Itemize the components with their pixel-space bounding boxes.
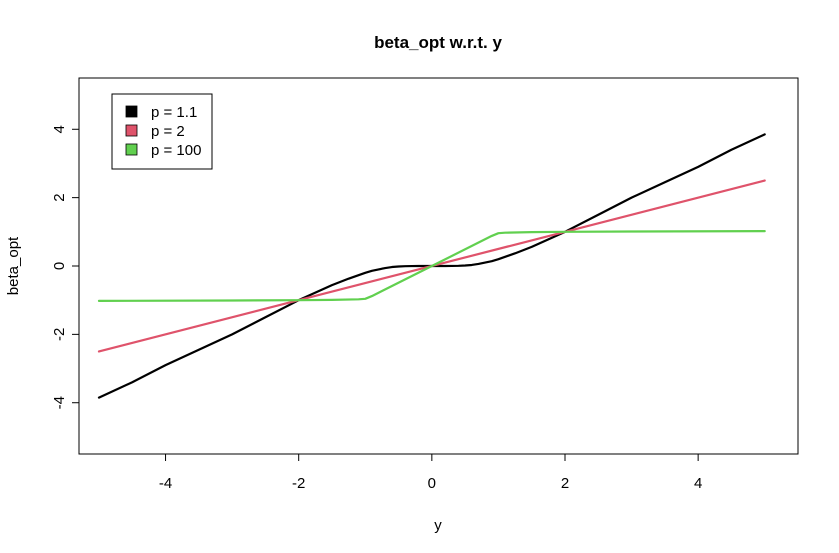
x-tick-label: 2 bbox=[561, 475, 569, 492]
y-axis-label: beta_opt bbox=[5, 236, 22, 295]
legend: p = 1.1 p = 2 p = 100 bbox=[111, 93, 213, 170]
y-tick-label: -2 bbox=[51, 328, 68, 341]
x-axis-label: y bbox=[434, 517, 442, 534]
legend-swatch bbox=[125, 124, 138, 137]
x-axis: -4 -2 0 2 4 bbox=[159, 454, 702, 492]
y-tick-label: 2 bbox=[51, 193, 68, 201]
y-tick-label: 4 bbox=[51, 125, 68, 133]
series-line bbox=[97, 230, 766, 302]
x-tick-label: 4 bbox=[694, 475, 702, 492]
x-tick-label: -2 bbox=[292, 475, 305, 492]
series-lines bbox=[97, 133, 766, 399]
y-tick-label: 0 bbox=[51, 262, 68, 270]
y-axis: -4 -2 0 2 4 bbox=[51, 125, 79, 409]
legend-swatch bbox=[125, 105, 138, 118]
x-tick-label: 0 bbox=[428, 475, 436, 492]
legend-label: p = 100 bbox=[151, 142, 201, 159]
legend-label: p = 2 bbox=[151, 123, 185, 140]
chart-title: beta_opt w.r.t. y bbox=[374, 33, 502, 52]
legend-swatch bbox=[125, 143, 138, 156]
legend-label: p = 1.1 bbox=[151, 104, 197, 121]
y-tick-label: -4 bbox=[51, 396, 68, 409]
x-tick-label: -4 bbox=[159, 475, 172, 492]
